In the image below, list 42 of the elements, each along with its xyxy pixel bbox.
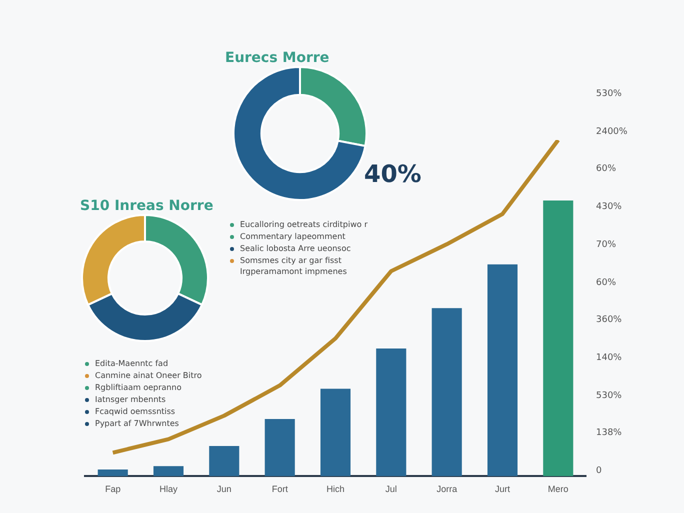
- annotation: Iatnsger mbennts: [95, 394, 166, 405]
- chart-title: S10 Inreas Norre: [79, 198, 214, 214]
- x-tick-label: Fort: [272, 484, 288, 494]
- text: 430%: [596, 202, 622, 212]
- bar: [98, 469, 128, 476]
- annotation: Pypart af 7Whrwntes: [95, 418, 179, 429]
- x-tick-label: Jurt: [494, 484, 510, 494]
- annotation: Sealic lobosta Arre ueonsoc: [240, 243, 351, 254]
- annotation: Fcaqwid oemssntiss: [95, 406, 176, 417]
- x-tick-label: Fap: [105, 484, 121, 494]
- annotation: Somsmes city ar gar fisst Irgperamamont impmenes: [240, 255, 348, 277]
- annotation: Rgbliftiaam oepranno: [95, 382, 182, 393]
- text: 360%: [596, 315, 622, 326]
- bar: [487, 264, 518, 476]
- annotation: Commentary lapeomment: [240, 231, 346, 242]
- x-tick-label: Jun: [216, 484, 232, 494]
- x-tick-label: Jul: [385, 484, 397, 494]
- annotation: 40%: [364, 160, 422, 188]
- x-tick-label: Mero: [548, 484, 568, 494]
- text: 2400%: [596, 126, 628, 137]
- bar: [376, 348, 406, 476]
- text: 530%: [596, 89, 622, 99]
- bar: [432, 308, 462, 476]
- x-tick-label: Hlay: [159, 484, 178, 494]
- annotation: Edita-Maenntc fad: [95, 358, 168, 369]
- bar: [543, 200, 574, 476]
- text: 60%: [596, 278, 616, 288]
- text: 60%: [596, 164, 616, 174]
- text: 70%: [596, 240, 616, 250]
- annotation: Canmine ainat Oneer Bitro: [95, 370, 202, 381]
- x-tick-label: Hich: [326, 484, 345, 494]
- text: 138%: [596, 428, 622, 438]
- text: 530%: [596, 390, 622, 401]
- text: 140%: [596, 352, 622, 363]
- text: 0: [596, 466, 602, 476]
- x-tick-label: Jorra: [436, 484, 458, 494]
- bar: [264, 419, 295, 476]
- annotation: Eucalloring oetreats cirditpiwo r: [240, 219, 368, 230]
- bar: [209, 446, 240, 476]
- bar: [320, 388, 351, 476]
- chart-title: Eurecs Morre: [224, 50, 330, 66]
- bar: [153, 466, 184, 476]
